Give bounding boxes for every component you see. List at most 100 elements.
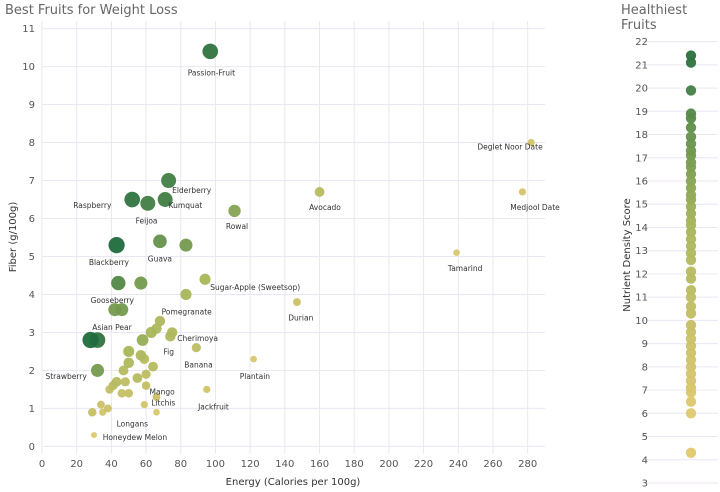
data-point: [161, 173, 177, 189]
y-tick-label: 4: [642, 455, 648, 466]
score-strip-chart: 3 4 5 6 7 8 9 10 11 12 13 14 15 16 17 18 19 20 21 22 Nutrie…: [622, 37, 718, 490]
point-label: Banana: [184, 361, 212, 370]
data-point: [134, 276, 148, 290]
score-point: [685, 408, 697, 419]
data-point: [152, 393, 161, 401]
x-tick-label: 120: [241, 459, 260, 470]
grid-secondary: [642, 41, 718, 484]
data-point: [135, 350, 147, 361]
y-tick-label: 11: [635, 293, 648, 304]
data-point: [123, 345, 135, 358]
x-tick-label: 40: [105, 459, 118, 470]
x-tick-label: 80: [174, 459, 187, 470]
point-label: Cherimoya: [177, 334, 218, 343]
x-tick-label: 160: [310, 459, 329, 470]
data-point: [250, 355, 257, 363]
score-point: [685, 396, 697, 407]
y-tick-label: 6: [642, 409, 648, 420]
score-point: [685, 273, 697, 284]
y-tick-label: 10: [22, 62, 35, 73]
point-label: Medjool Date: [510, 203, 560, 212]
y-tick-label: 9: [642, 339, 648, 350]
score-point: [685, 291, 697, 303]
data-point: [91, 432, 98, 439]
y-tick-label: 1: [29, 404, 35, 415]
score-point: [685, 308, 697, 319]
data-point: [136, 334, 149, 346]
score-points: [685, 50, 697, 458]
y-tick-label: 13: [635, 246, 648, 257]
x-tick-label: 60: [140, 459, 153, 470]
y-tick-label: 18: [635, 130, 648, 141]
data-point: [228, 204, 241, 218]
grid: [41, 21, 545, 454]
data-point: [123, 357, 134, 369]
x-axis-label: Energy (Calories per 100g): [226, 477, 361, 488]
score-point: [685, 387, 697, 398]
point-label: Elderberry: [172, 186, 212, 195]
point-label: Jackfruit: [197, 403, 229, 412]
score-point: [685, 254, 697, 266]
data-point: [145, 326, 157, 339]
x-tick-label: 100: [206, 459, 225, 470]
y-tick-label: 19: [635, 107, 648, 118]
point-label: Blackberry: [89, 258, 130, 267]
data-point: [148, 361, 158, 372]
axis-ticks-secondary: 3 4 5 6 7 8 9 10 11 12 13 14 15 16 17 18 19 20 21 22: [635, 37, 648, 489]
point-label: Mango: [150, 387, 176, 396]
scatter-chart: 0 20 40 60 80 100 120 140 160 180 200 220 240 260 280 0…: [8, 21, 560, 488]
point-label: Asian Pear: [92, 323, 132, 332]
x-tick-label: 140: [275, 459, 294, 470]
data-point: [141, 381, 151, 390]
y-tick-label: 4: [29, 290, 35, 301]
data-point: [117, 388, 127, 398]
x-tick-label: 200: [379, 459, 398, 470]
point-label: Rowal: [226, 222, 248, 231]
y-tick-label: 8: [642, 362, 648, 373]
y-tick-label: 15: [635, 200, 648, 211]
x-tick-label: 20: [70, 459, 83, 470]
data-point: [203, 385, 211, 394]
data-point: [180, 288, 192, 301]
y-tick-label: 0: [29, 442, 35, 453]
y-tick-label: 8: [29, 138, 35, 149]
point-label: Avocado: [309, 203, 341, 212]
data-point: [124, 191, 140, 208]
y-tick-label: 21: [635, 60, 648, 71]
score-point: [685, 122, 697, 133]
point-label: Litchis: [151, 399, 175, 408]
y-tick-label: 3: [29, 328, 35, 339]
point-label: Tamarind: [447, 264, 483, 273]
data-point: [90, 363, 105, 377]
y-axis-label: Fiber (g/100g): [8, 202, 19, 273]
point-labels: Passion-Fruit Elderberry Kumquat Raspberry F…: [45, 68, 560, 442]
y-tick-label: 3: [642, 479, 648, 490]
data-point: [115, 303, 129, 317]
point-label: Passion-Fruit: [188, 68, 235, 77]
data-point: [111, 376, 122, 387]
x-tick-label: 240: [449, 459, 468, 470]
x-tick-label: 180: [345, 459, 364, 470]
data-point: [140, 400, 148, 409]
y-tick-label: 7: [642, 386, 648, 397]
x-tick-label: 0: [39, 459, 45, 470]
point-label: Gooseberry: [91, 296, 135, 305]
y-tick-label: 11: [22, 24, 35, 35]
x-tick-label: 260: [483, 459, 502, 470]
y-tick-label: 9: [29, 100, 35, 111]
score-point: [685, 57, 697, 68]
x-tick-label: 280: [518, 459, 537, 470]
point-label: Longans: [117, 420, 148, 429]
data-point: [518, 188, 527, 196]
data-point: [157, 192, 173, 207]
score-point: [685, 85, 697, 96]
y-tick-label: 7: [29, 176, 35, 187]
axis-ticks: 0 20 40 60 80 100 120 140 160 180 200 220 240 260 280 0…: [22, 24, 537, 470]
y-tick-label: 22: [635, 37, 648, 48]
data-point: [191, 343, 201, 353]
data-point: [124, 388, 134, 398]
data-point: [202, 43, 219, 60]
data-point: [88, 407, 97, 417]
data-point: [153, 408, 160, 416]
x-tick-label: 220: [414, 459, 433, 470]
